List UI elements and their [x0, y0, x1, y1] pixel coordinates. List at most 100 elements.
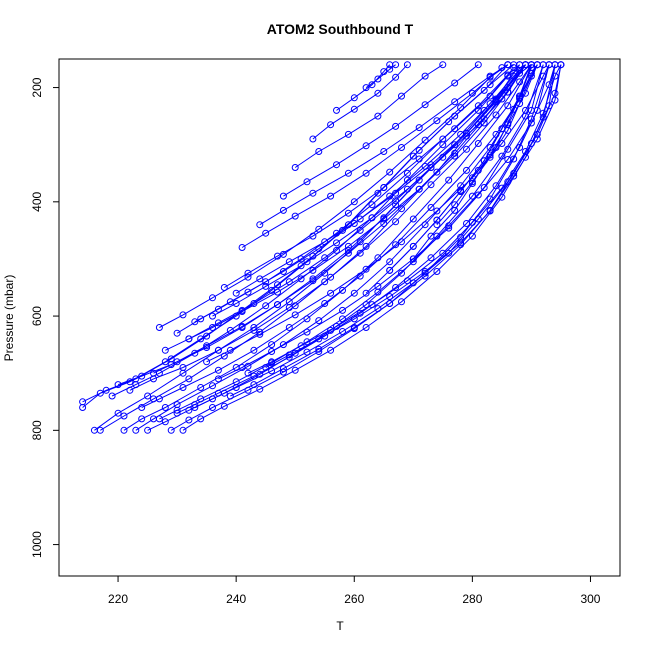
data-point: [274, 301, 281, 309]
data-point: [474, 140, 482, 147]
data-point: [398, 269, 405, 277]
data-point: [504, 156, 512, 163]
series-line: [365, 64, 396, 89]
data-point: [179, 364, 187, 371]
data-point: [167, 426, 175, 434]
data-point: [262, 364, 270, 371]
data-point: [409, 152, 417, 160]
data-point: [386, 65, 394, 73]
series-line: [460, 64, 538, 191]
data-point: [522, 148, 529, 155]
data-point: [315, 345, 323, 353]
data-point: [403, 185, 411, 193]
data-point: [344, 130, 352, 138]
data-point: [203, 342, 211, 350]
data-point: [533, 106, 541, 114]
data-point: [392, 201, 400, 209]
data-point: [474, 166, 482, 174]
data-point: [238, 322, 246, 330]
data-point: [368, 201, 376, 209]
data-point: [504, 88, 512, 96]
data-point: [214, 375, 222, 383]
data-point: [120, 412, 128, 420]
data-point: [339, 286, 346, 294]
data-point: [268, 367, 276, 375]
series-29: [309, 61, 411, 143]
data-point: [279, 365, 287, 373]
series-22: [238, 64, 506, 251]
series-line: [436, 64, 538, 226]
data-point: [439, 61, 447, 69]
data-point: [279, 192, 287, 200]
data-point: [445, 224, 453, 232]
data-point: [474, 121, 482, 129]
series-line: [247, 64, 562, 374]
data-point: [114, 381, 122, 389]
data-point: [350, 220, 358, 227]
data-point: [191, 318, 199, 326]
data-point: [463, 166, 470, 174]
data-point: [150, 369, 157, 377]
series-line: [159, 64, 509, 328]
data-point: [327, 273, 335, 281]
data-point: [427, 232, 435, 240]
data-point: [368, 214, 376, 222]
data-point: [120, 426, 128, 434]
data-point: [327, 346, 335, 354]
series-4: [96, 61, 529, 434]
data-point: [403, 61, 411, 69]
data-point: [474, 102, 482, 110]
data-point: [344, 242, 352, 250]
data-point: [392, 189, 400, 197]
data-point: [486, 73, 494, 81]
series-6: [120, 61, 535, 434]
data-point: [79, 398, 87, 406]
data-point: [244, 269, 252, 277]
data-point: [185, 335, 193, 343]
data-point: [250, 326, 258, 334]
data-point: [386, 266, 394, 274]
data-point: [256, 275, 264, 283]
data-point: [303, 328, 311, 336]
series-28: [291, 61, 447, 171]
data-point: [203, 358, 211, 366]
data-point: [209, 395, 216, 403]
data-point: [238, 308, 246, 315]
data-point: [415, 124, 423, 132]
data-point: [268, 341, 276, 349]
x-axis-label: T: [336, 619, 344, 633]
data-point: [386, 300, 394, 307]
x-axis: 220 240 260 280 300: [108, 575, 601, 606]
data-point: [480, 86, 488, 94]
data-point: [179, 311, 187, 319]
series-line: [283, 64, 479, 197]
data-point: [516, 94, 524, 102]
data-point: [303, 258, 311, 266]
data-point: [197, 315, 205, 323]
series-line: [206, 64, 550, 363]
data-point: [96, 426, 104, 434]
series-33: [203, 61, 553, 366]
data-point: [445, 222, 453, 230]
data-point: [279, 341, 287, 349]
data-point: [551, 72, 559, 80]
data-point: [209, 324, 216, 331]
x-tick-label: 220: [108, 592, 128, 606]
data-point: [463, 129, 470, 137]
x-tick-label: 260: [344, 592, 364, 606]
data-point: [321, 238, 329, 246]
data-point: [214, 305, 222, 313]
data-point: [468, 178, 476, 186]
data-point: [226, 298, 234, 306]
data-point: [457, 104, 465, 112]
data-point: [285, 353, 293, 361]
data-point: [451, 141, 459, 149]
data-point: [533, 135, 541, 143]
data-point: [256, 221, 264, 229]
data-point: [279, 268, 287, 275]
data-point: [285, 324, 293, 331]
data-point: [344, 169, 352, 177]
series-line: [259, 64, 509, 226]
y-tick-label: 1000: [30, 531, 44, 558]
data-point: [392, 122, 400, 130]
